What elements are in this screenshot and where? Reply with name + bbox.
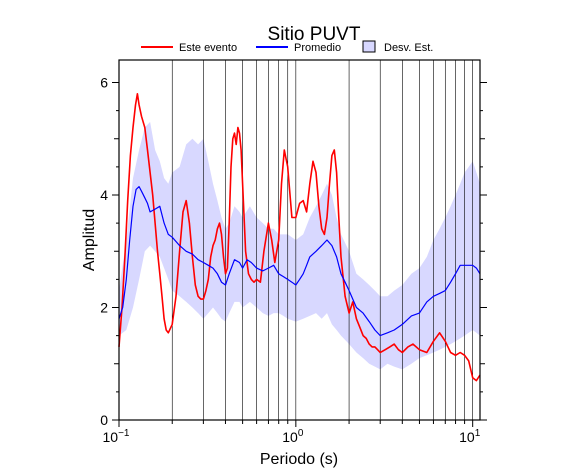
std-dev-band (119, 121, 480, 370)
y-tick-label: 4 (100, 187, 108, 203)
series-line-este-evento (118, 93, 481, 382)
y-tick-label: 0 (100, 412, 108, 428)
y-tick-label: 6 (100, 75, 108, 91)
y-axis-label: Amplitud (81, 209, 98, 271)
series-line-promedio (118, 186, 481, 337)
legend-label: Este evento (179, 42, 237, 54)
plot-frame (118, 59, 481, 421)
x-axis-label: Periodo (s) (260, 451, 338, 468)
std-dev-band-layer (119, 121, 480, 370)
chart-title: Sitio PUVT (268, 24, 361, 45)
x-tick-label: 101 (459, 428, 481, 445)
x-tick-label: 100 (282, 428, 304, 445)
legend-label: Desv. Est. (384, 42, 433, 54)
legend-swatch-3 (362, 40, 376, 53)
legend: Este evento Promedio Desv. Est. (141, 40, 433, 54)
legend-label: Promedio (294, 42, 341, 54)
x-tick-label: 10−1 (103, 428, 130, 445)
y-tick-label: 2 (100, 300, 108, 316)
axes: 0 2 4 6 10−1 100 101 (100, 59, 487, 445)
series-layer (118, 93, 481, 382)
grid (171, 60, 473, 420)
plot-area: 0 2 4 6 10−1 100 101 (100, 59, 487, 445)
